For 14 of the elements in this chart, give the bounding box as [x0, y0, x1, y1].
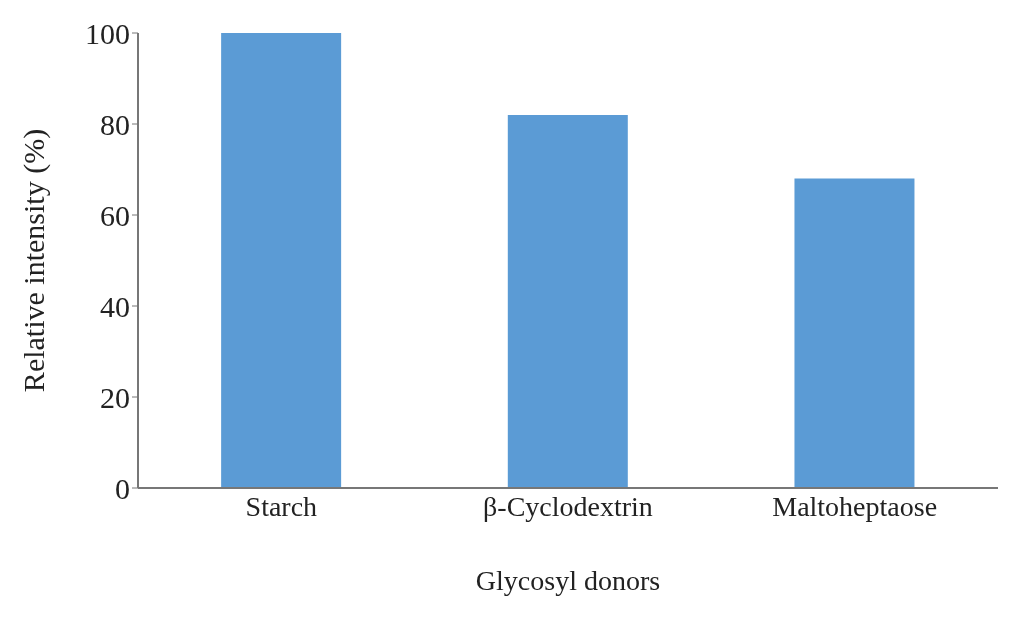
bar — [794, 178, 915, 488]
y-tick-label: 0 — [115, 471, 130, 505]
y-tick-label: 60 — [100, 198, 130, 232]
x-tick-label: β-Cyclodextrin — [483, 490, 653, 522]
bar — [507, 114, 628, 488]
bar — [221, 33, 342, 488]
y-tick-label: 20 — [100, 380, 130, 414]
y-axis-title: Relative intensity (%) — [16, 128, 51, 393]
x-axis-title: Glycosyl donors — [475, 565, 661, 596]
y-tick-label: 40 — [100, 289, 130, 323]
x-tick-label: Starch — [245, 490, 318, 522]
y-tick-label: 80 — [100, 107, 130, 141]
y-tick-label: 100 — [85, 16, 130, 50]
x-tick-label: Maltoheptaose — [772, 490, 938, 522]
